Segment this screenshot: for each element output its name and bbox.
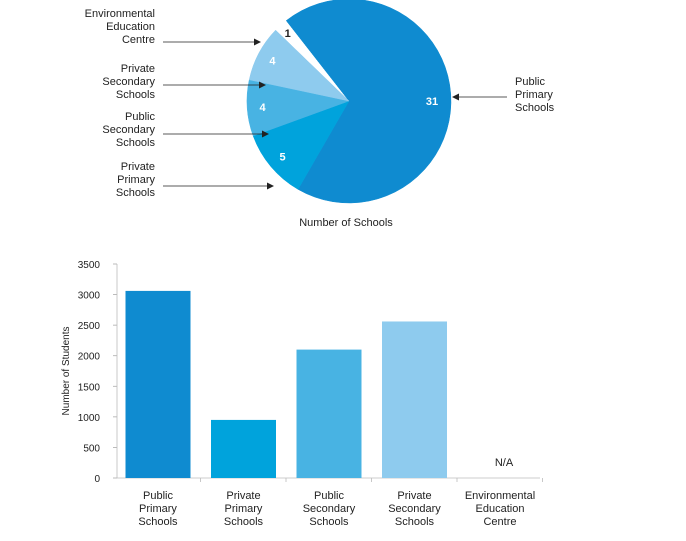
x-category-label-environmental-education-centre: Environmental Education Centre [465, 490, 535, 528]
bar-private-secondary-schools [382, 321, 447, 478]
bar-private-primary-schools [211, 419, 276, 478]
pie-category-label-public-secondary-schools: Public Secondary Schools [102, 111, 155, 149]
y-tick-label: 3500 [78, 260, 101, 271]
y-tick-label: 1500 [78, 382, 101, 393]
pie-category-label-environmental-education-centre: Environmental Education Centre [85, 8, 155, 46]
bar-public-primary-schools [125, 290, 191, 478]
pie-slice-private-secondary-schools [248, 29, 350, 102]
pie-value-label: 4 [269, 55, 276, 67]
pie-chart: 31 Public Primary Schools 5 Private Primary Sch… [85, 0, 555, 229]
pie-category-label-public-primary-schools: Public Primary Schools [515, 76, 555, 114]
pie-slice-public-primary-schools [285, 0, 452, 204]
pie-value-label: 4 [259, 102, 266, 114]
y-tick-label: 2000 [78, 352, 101, 363]
x-category-label-private-primary-schools: Private Primary Schools [224, 490, 264, 528]
pie-value-label: 1 [285, 28, 291, 40]
y-tick-label: 500 [83, 443, 100, 454]
pie-category-label-private-secondary-schools: Private Secondary Schools [102, 63, 155, 101]
pie-slice-environmental-education-centre [269, 14, 344, 96]
bar-na-label: N/A [495, 457, 514, 469]
x-category-label-private-secondary-schools: Private Secondary Schools [388, 490, 441, 528]
pie-value-label: 5 [280, 152, 286, 164]
y-tick-label: 3000 [78, 291, 101, 302]
pie-slice-private-primary-schools [252, 100, 350, 190]
y-tick-label: 1000 [78, 413, 101, 424]
bar-chart: 0 500 1000 1500 2000 2500 3000 3500 Number of St… [61, 260, 543, 528]
pie-axis-label: Number of Schools [299, 217, 393, 229]
pie-value-label: 31 [426, 96, 438, 108]
x-category-label-public-secondary-schools: Public Secondary Schools [303, 490, 356, 528]
y-tick-label: 2500 [78, 321, 101, 332]
pie-category-label-private-primary-schools: Private Primary Schools [116, 161, 156, 199]
bar-public-secondary-schools [296, 349, 362, 478]
x-category-label-public-primary-schools: Public Primary Schools [138, 490, 178, 528]
y-axis-label: Number of Students [61, 327, 72, 416]
y-tick-label: 0 [94, 474, 100, 485]
